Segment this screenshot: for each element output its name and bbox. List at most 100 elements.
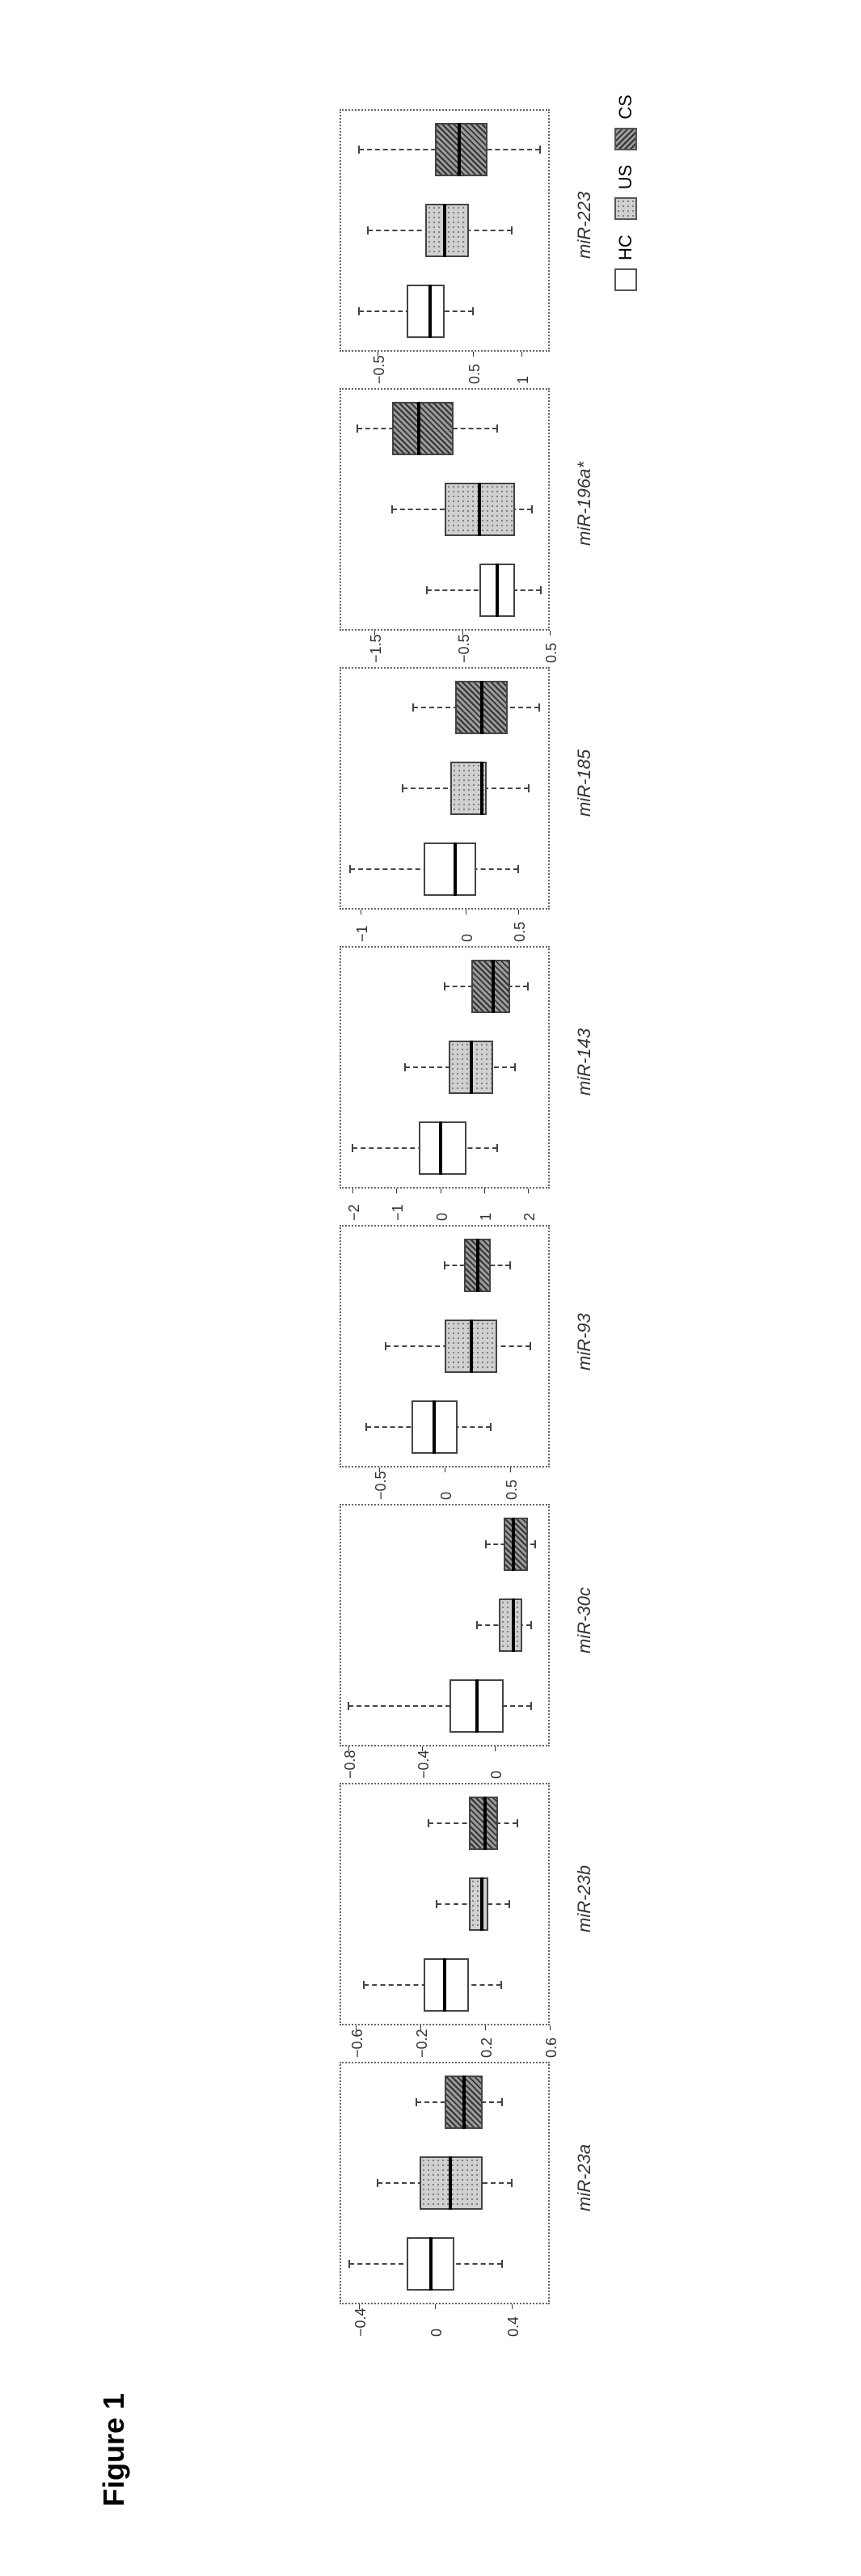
whisker-cap [358,146,360,154]
axis-tick-label: 0 [434,1213,451,1221]
median-line [480,1877,483,1931]
boxplot-panel: miR-30c−0.8−0.40 [340,1504,550,1746]
median-line [462,2076,466,2129]
axis-tick-label: −0.5 [456,634,473,663]
panel-title: miR-143 [574,1028,595,1096]
boxplot-panel: miR-143−2−1012 [340,946,550,1189]
boxplot-panel: miR-223−0.50.51 [340,109,550,352]
whisker-cap [358,307,360,315]
box [424,1958,469,2012]
box [435,123,487,176]
axis-tick-label: −2 [346,1204,363,1221]
boxplot-panel: miR-93−0.500.5 [340,1225,550,1467]
whisker-cap [534,1540,536,1548]
legend-swatch [614,268,637,291]
median-line [439,1121,442,1175]
legend-label: US [615,165,636,190]
axis-tick [396,1189,397,1193]
axis-tick-label: −0.4 [352,2308,369,2337]
whisker-cap [539,146,541,154]
axis-tick-label: 2 [521,1213,538,1221]
whisker-cap [436,1900,437,1908]
axis-tick [473,352,474,357]
whisker-cap [528,784,530,792]
legend-swatch [614,197,637,220]
box [424,842,476,896]
axis-tick [512,2304,513,2309]
legend-item: HC [614,234,637,291]
panel-title: miR-223 [574,192,595,259]
whisker-cap [365,1423,367,1431]
whisker-cap [348,2260,350,2268]
whisker-cap [426,586,428,594]
axis-tick-label: 0.5 [543,643,560,663]
median-line [454,842,457,896]
axis-tick-label: 1 [515,376,532,384]
whisker-cap [509,1900,510,1908]
box [504,1518,527,1571]
whisker-cap [377,2179,378,2187]
whisker-cap [391,505,393,513]
whisker-cap [511,2179,513,2187]
median-line [480,681,483,734]
axis-tick [352,1189,353,1193]
legend-swatch [614,128,637,150]
median-line [476,1239,479,1292]
axis-tick-label: 0 [459,934,476,942]
boxplot-panel: miR-23b−0.6−0.20.20.6 [340,1783,550,2025]
axis-tick-label: 0 [438,1492,455,1500]
whisker-cap [428,1819,429,1827]
axis-tick-label: −0.5 [373,1471,390,1500]
axis-tick-label: 0.5 [512,922,529,942]
box [469,1877,488,1931]
axis-tick [518,910,519,914]
median-line [478,483,481,536]
legend-item: CS [614,95,637,150]
median-line [483,1797,487,1850]
whisker-cap [500,1981,502,1989]
axis-tick-label: 0.5 [466,364,483,384]
panel-title: miR-185 [574,750,595,817]
axis-tick [528,1189,529,1193]
axis-tick-label: 0 [428,2329,445,2337]
figure-title: Figure 1 [97,2393,131,2506]
axis-tick [550,2025,551,2030]
axis-tick-label: −1 [390,1204,407,1221]
whisker-cap [530,1702,532,1710]
median-line [496,564,499,617]
whisker-cap [349,865,351,873]
axis-tick [521,352,522,357]
axis-tick [435,2304,436,2309]
median-line [475,1679,479,1733]
whisker-cap [511,226,513,234]
median-line [443,1958,446,2012]
whisker-cap [363,1981,365,1989]
box [425,204,468,257]
whisker-cap [490,1423,492,1431]
median-line [429,2237,433,2291]
boxplot-panel: miR-23a−0.400.4 [340,2062,550,2304]
whisker-cap [509,1261,511,1269]
axis-tick-label: −1.5 [368,634,385,663]
whisker-cap [517,1819,518,1827]
whisker-cap [496,1144,498,1152]
whisker-cap [531,505,533,513]
axis-tick [550,631,551,636]
legend-label: CS [615,95,636,120]
axis-tick-label: −0.4 [416,1750,433,1779]
whisker-cap [501,2098,503,2106]
whisker-cap [385,1342,386,1350]
axis-tick [484,1189,485,1193]
panel-title: miR-30c [574,1587,595,1653]
whisker-cap [530,1621,532,1629]
whisker-cap [416,2098,417,2106]
whisker-cap [501,2260,503,2268]
median-line [470,1320,473,1373]
axis-tick-label: −0.2 [414,2029,431,2058]
panel-title: miR-196a* [574,462,595,546]
axis-tick-label: −0.8 [342,1750,359,1779]
median-line [480,762,483,815]
median-line [428,285,432,338]
whisker-cap [472,307,474,315]
median-line [443,204,446,257]
